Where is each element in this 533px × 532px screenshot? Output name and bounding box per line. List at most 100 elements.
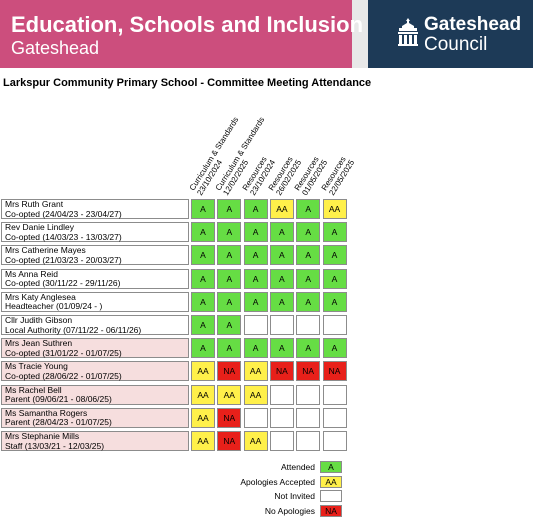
attendance-cell bbox=[322, 407, 347, 428]
member-name: Ms Rachel Bell bbox=[5, 384, 62, 395]
attendance-cell: A bbox=[243, 222, 268, 243]
member-row-label: Mrs Catherine Mayes Co-opted (21/03/23 - … bbox=[1, 245, 189, 266]
member-role: Local Authority (07/11/22 - 06/11/26) bbox=[5, 324, 142, 335]
attendance-cell: A bbox=[296, 245, 321, 266]
attendance-cell: AA bbox=[243, 384, 268, 405]
member-row-label: Ms Rachel Bell Parent (09/06/21 - 08/06/2… bbox=[1, 384, 189, 405]
attendance-cell: A bbox=[322, 222, 347, 243]
legend-label: Attended bbox=[280, 462, 315, 472]
member-row-label: Mrs Stephanie Mills Staff (13/03/21 - 12/… bbox=[1, 431, 189, 451]
attendance-cell: AA bbox=[191, 384, 215, 405]
header-title: Education, Schools and Inclusion bbox=[11, 12, 364, 37]
attendance-cell: A bbox=[217, 245, 242, 266]
attendance-cell: NA bbox=[296, 361, 321, 382]
attendance-cell: A bbox=[243, 245, 268, 266]
attendance-cell: A bbox=[269, 245, 294, 266]
attendance-cell: A bbox=[191, 199, 215, 219]
attendance-cell: A bbox=[322, 291, 347, 312]
attendance-cell: A bbox=[191, 268, 215, 289]
document-title: Larkspur Community Primary School - Comm… bbox=[3, 77, 372, 89]
member-name: Ms Anna Reid bbox=[5, 268, 58, 279]
member-row-label: Mrs Katy Anglesea Headteacher (01/09/24 -… bbox=[1, 291, 189, 312]
member-name: Mrs Stephanie Mills bbox=[5, 431, 80, 441]
attendance-cell: A bbox=[217, 338, 242, 359]
attendance-cell bbox=[296, 384, 321, 405]
attendance-cell: A bbox=[243, 199, 268, 219]
attendance-cell bbox=[269, 407, 294, 428]
header-subtitle: Gateshead bbox=[11, 38, 100, 58]
member-name: Ms Tracie Young bbox=[5, 361, 68, 372]
member-row-label: Ms Samantha Rogers Parent (28/04/23 - 01/… bbox=[1, 407, 189, 428]
attendance-cell: A bbox=[269, 268, 294, 289]
attendance-cell bbox=[269, 384, 294, 405]
attendance-cell: A bbox=[191, 222, 215, 243]
legend-label: No Apologies bbox=[264, 505, 315, 516]
attendance-cell: A bbox=[322, 245, 347, 266]
attendance-cell: AA bbox=[243, 361, 268, 382]
member-role: Co-opted (14/03/23 - 13/03/27) bbox=[5, 231, 122, 242]
attendance-cell: A bbox=[217, 222, 242, 243]
member-name: Ms Samantha Rogers bbox=[5, 407, 88, 418]
council-banner bbox=[368, 0, 533, 68]
attendance-cell: AA bbox=[191, 407, 215, 428]
attendance-cell: A bbox=[322, 338, 347, 359]
attendance-cell: A bbox=[217, 315, 242, 335]
attendance-cell: A bbox=[269, 222, 294, 243]
attendance-cell: AA bbox=[322, 199, 347, 219]
legend-swatch: AA bbox=[320, 475, 342, 488]
member-role: Parent (09/06/21 - 08/06/25) bbox=[5, 394, 112, 405]
member-row-label: Ms Tracie Young Co-opted (28/06/22 - 01/0… bbox=[1, 361, 189, 382]
attendance-cell: A bbox=[296, 291, 321, 312]
member-row-label: Ms Anna Reid Co-opted (30/11/22 - 29/11/2… bbox=[1, 268, 189, 289]
attendance-cell bbox=[296, 407, 321, 428]
attendance-cell: NA bbox=[217, 407, 242, 428]
member-name: Mrs Catherine Mayes bbox=[5, 245, 86, 256]
attendance-cell: AA bbox=[191, 361, 215, 382]
attendance-cell bbox=[296, 431, 321, 451]
attendance-cell: A bbox=[191, 245, 215, 266]
member-name: Mrs Jean Suthren bbox=[5, 338, 73, 349]
legend-swatch: A bbox=[320, 461, 342, 473]
attendance-cell: NA bbox=[217, 431, 242, 451]
attendance-cell: A bbox=[191, 338, 215, 359]
attendance-cell bbox=[322, 431, 347, 451]
member-role: Co-opted (21/03/23 - 20/03/27) bbox=[5, 254, 122, 265]
attendance-cell: A bbox=[296, 338, 321, 359]
attendance-cell: A bbox=[217, 291, 242, 312]
attendance-cell: A bbox=[191, 315, 215, 335]
member-role: Headteacher (01/09/24 - ) bbox=[5, 301, 103, 312]
member-role: Co-opted (24/04/23 - 23/04/27) bbox=[5, 208, 122, 219]
attendance-cell: A bbox=[243, 268, 268, 289]
member-role: Parent (28/04/23 - 01/07/25) bbox=[5, 417, 112, 428]
member-row-label: Mrs Ruth Grant Co-opted (24/04/23 - 23/04… bbox=[1, 199, 189, 219]
member-name: Cllr Judith Gibson bbox=[5, 315, 73, 325]
member-row-label: Cllr Judith Gibson Local Authority (07/11… bbox=[1, 315, 189, 335]
attendance-cell: A bbox=[296, 199, 321, 219]
attendance-cell: A bbox=[243, 291, 268, 312]
attendance-cell: A bbox=[296, 268, 321, 289]
council-logo-icon bbox=[398, 18, 418, 46]
council-name-suffix: Council bbox=[424, 34, 488, 55]
legend-label: Apologies Accepted bbox=[240, 476, 315, 487]
member-name: Mrs Katy Anglesea bbox=[5, 291, 76, 302]
attendance-cell: AA bbox=[243, 431, 268, 451]
member-row-label: Rev Danie Lindley Co-opted (14/03/23 - 13… bbox=[1, 222, 189, 243]
attendance-cell: A bbox=[322, 268, 347, 289]
header-divider bbox=[352, 0, 368, 68]
attendance-cell bbox=[269, 431, 294, 451]
attendance-cell bbox=[296, 315, 321, 335]
attendance-cell: A bbox=[269, 338, 294, 359]
legend-swatch: NA bbox=[320, 504, 342, 517]
member-row-label: Mrs Jean Suthren Co-opted (31/01/22 - 01/… bbox=[1, 338, 189, 359]
attendance-cell bbox=[269, 315, 294, 335]
member-role: Co-opted (28/06/22 - 01/07/25) bbox=[5, 370, 122, 381]
attendance-cell: A bbox=[243, 338, 268, 359]
header-banner bbox=[0, 0, 352, 68]
member-role: Co-opted (30/11/22 - 29/11/26) bbox=[5, 278, 121, 289]
attendance-cell bbox=[243, 407, 268, 428]
attendance-cell: NA bbox=[217, 361, 242, 382]
attendance-cell: AA bbox=[217, 384, 242, 405]
attendance-cell: AA bbox=[191, 431, 215, 451]
legend-swatch bbox=[320, 490, 342, 503]
attendance-cell: NA bbox=[322, 361, 347, 382]
